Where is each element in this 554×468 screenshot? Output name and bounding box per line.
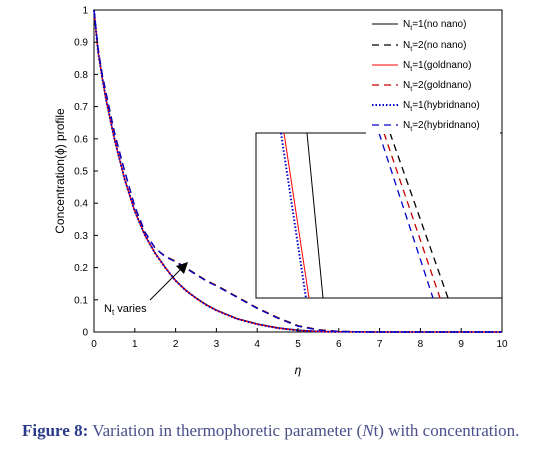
x-tick-label: 10	[496, 339, 508, 350]
y-tick-label: 0.4	[74, 199, 88, 210]
x-tick-label: 2	[173, 339, 179, 350]
y-tick-label: 0.9	[74, 38, 88, 49]
ticks-group: 0 1 2 3 4 5 6 7 8 9 10 0 0.1 0.2 0.3 0.4 0.5 0.6 0.7 0.8 0.9…	[74, 6, 508, 351]
y-tick-label: 0.8	[74, 70, 88, 81]
nt-varies-annotation: Nt varies	[104, 262, 188, 317]
x-tick-label: 0	[91, 339, 97, 350]
annotation-arrowhead-icon	[176, 262, 188, 274]
legend-label-nt1-hybridnano: Nt=1(hybridnano)	[403, 100, 480, 113]
y-tick-label: 0	[82, 328, 88, 339]
caption-label: Figure 8:	[22, 421, 89, 440]
legend-label-nt2-no-nano: Nt=2(no nano)	[403, 40, 466, 53]
figure-caption: Figure 8: Variation in thermophoretic pa…	[22, 420, 548, 442]
series-line-5	[93, 9, 502, 333]
x-tick-label: 3	[214, 339, 220, 350]
annotation-arrow	[149, 265, 185, 301]
legend-label-nt2-hybridnano: Nt=2(hybridnano)	[403, 120, 480, 133]
inset-nt2-hybridnano	[378, 132, 434, 299]
y-tick-label: 0.3	[74, 231, 88, 242]
x-tick-label: 8	[418, 339, 424, 350]
y-tick-label: 0.2	[74, 263, 88, 274]
legend-label-nt2-goldnano: Nt=2(goldnano)	[403, 80, 471, 93]
legend: Nt=1(no nano) Nt=2(no nano) Nt=1(goldnan…	[366, 12, 500, 134]
inset-nt1-no-nano	[306, 132, 324, 299]
inset-frame	[255, 132, 503, 299]
legend-box	[366, 12, 500, 134]
x-tick-label: 1	[132, 339, 138, 350]
legend-label-nt1-no-nano: Nt=1(no nano)	[403, 19, 466, 32]
x-tick-label: 6	[336, 339, 342, 350]
y-axis-label: Concentration(ϕ) profile	[53, 108, 67, 234]
caption-italic: N	[362, 421, 374, 440]
inset-nt1-goldnano	[283, 132, 310, 299]
x-tick-label: 9	[458, 339, 464, 350]
x-axis-label: η	[295, 363, 302, 377]
y-tick-label: 0.1	[74, 295, 88, 306]
y-tick-label: 0.7	[74, 102, 88, 113]
x-tick-label: 4	[254, 339, 260, 350]
y-tick-label: 0.5	[74, 167, 88, 178]
x-tick-label: 7	[377, 339, 383, 350]
y-tick-label: 1	[82, 6, 88, 17]
x-tick-label: 5	[295, 339, 301, 350]
caption-text: Variation in thermophoretic parameter (	[92, 421, 363, 440]
inset-nt2-no-nano	[389, 132, 449, 299]
y-tick-label: 0.6	[74, 134, 88, 145]
legend-label-nt1-goldnano: Nt=1(goldnano)	[403, 60, 471, 73]
chart: 0 1 2 3 4 5 6 7 8 9 10 0 0.1 0.2 0.3 0.4 0.5 0.6 0.7 0.8 0.9…	[53, 6, 508, 378]
inset-zoom	[255, 132, 503, 299]
caption-text-2: t) with concentration.	[373, 421, 520, 440]
inset-nt2-goldnano	[383, 132, 441, 299]
annotation-label: Nt varies	[104, 303, 147, 317]
